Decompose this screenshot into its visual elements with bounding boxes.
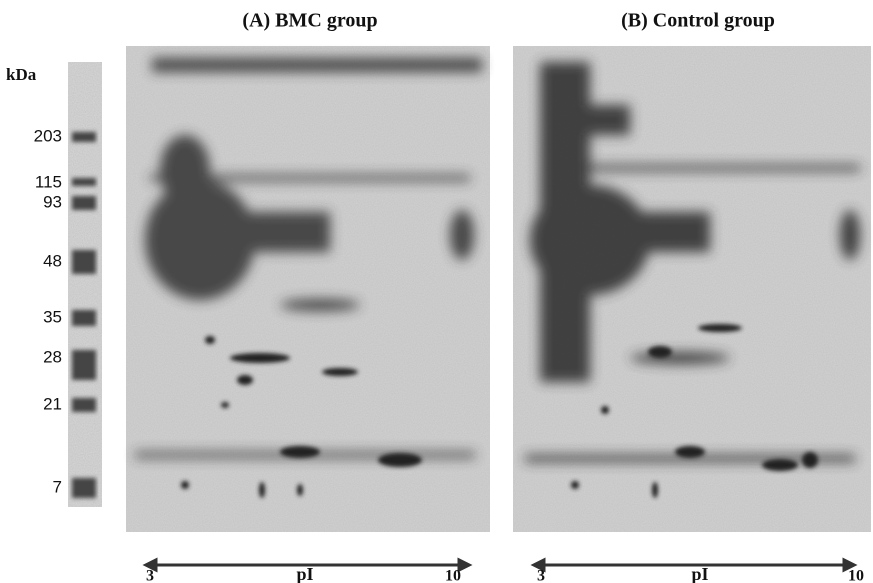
- gel-a: [126, 46, 490, 532]
- marker-label: 48: [43, 251, 62, 270]
- gel-b: [513, 46, 871, 532]
- pi-label: pI: [296, 564, 313, 583]
- marker-label: 115: [35, 172, 62, 191]
- pi-right: 10: [848, 568, 864, 583]
- marker-label: 7: [53, 477, 62, 496]
- marker-labels: 203 115 93 48 35 28 21 7: [34, 126, 62, 496]
- panel-title: (B) Control group: [621, 10, 775, 32]
- pi-left: 3: [146, 568, 154, 583]
- pi-left: 3: [537, 568, 545, 583]
- panel-title: (A) BMC group: [242, 10, 377, 32]
- marker-label: 35: [43, 307, 62, 326]
- pi-label: pI: [691, 564, 708, 583]
- marker-label: 93: [43, 192, 62, 211]
- marker-label: 203: [34, 126, 62, 145]
- marker-label: 21: [43, 394, 62, 413]
- pi-right: 10: [445, 568, 461, 583]
- marker-label: 28: [43, 347, 62, 366]
- ladder-lane: [68, 62, 102, 507]
- unit-label: kDa: [6, 65, 37, 84]
